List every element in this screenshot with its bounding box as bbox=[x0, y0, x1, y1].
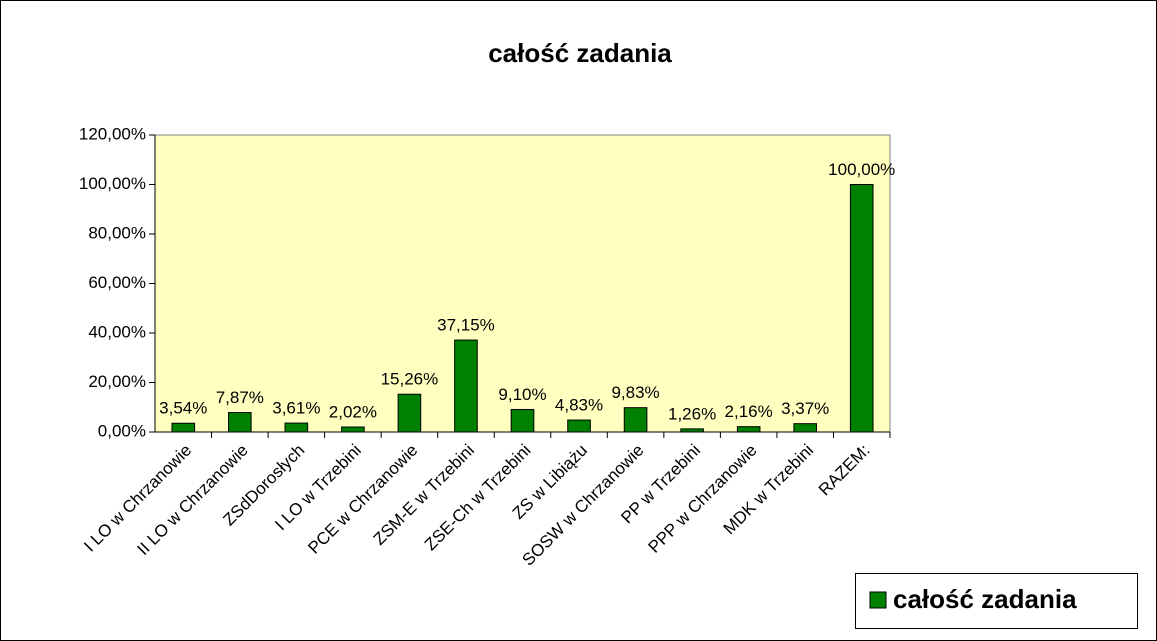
bar bbox=[849, 184, 874, 433]
data-label: 3,61% bbox=[272, 399, 320, 418]
y-tick-label: 60,00% bbox=[88, 273, 146, 292]
plot-area bbox=[154, 134, 891, 433]
data-label: 9,83% bbox=[611, 383, 659, 402]
y-tick-label: 0,00% bbox=[98, 421, 146, 440]
bar bbox=[793, 423, 818, 433]
legend-label: całość zadania bbox=[893, 584, 1077, 614]
bar bbox=[228, 412, 252, 433]
data-label: 7,87% bbox=[216, 388, 264, 407]
bar bbox=[567, 419, 591, 433]
data-label: 15,26% bbox=[381, 370, 439, 389]
data-label: 3,37% bbox=[781, 399, 829, 418]
y-tick-label: 80,00% bbox=[88, 223, 146, 242]
data-label: 37,15% bbox=[437, 316, 495, 335]
bar bbox=[510, 408, 535, 433]
bar bbox=[284, 422, 309, 433]
data-label: 2,16% bbox=[725, 402, 773, 421]
bar bbox=[397, 393, 422, 433]
legend-swatch bbox=[869, 591, 887, 609]
bar bbox=[736, 426, 761, 433]
data-label: 100,00% bbox=[828, 160, 895, 179]
data-label: 2,02% bbox=[329, 402, 377, 421]
data-label: 9,10% bbox=[498, 385, 546, 404]
bar bbox=[623, 407, 648, 433]
bar bbox=[171, 422, 196, 433]
y-tick-label: 40,00% bbox=[88, 322, 146, 341]
bar bbox=[341, 426, 365, 433]
legend bbox=[855, 573, 1138, 629]
chart-title: całość zadania bbox=[488, 38, 672, 68]
bar bbox=[454, 339, 478, 433]
y-tick-label: 120,00% bbox=[79, 124, 146, 143]
y-tick-label: 100,00% bbox=[79, 174, 146, 193]
data-label: 4,83% bbox=[555, 396, 603, 415]
data-label: 3,54% bbox=[159, 399, 207, 418]
y-tick-label: 20,00% bbox=[88, 372, 146, 391]
data-label: 1,26% bbox=[668, 404, 716, 423]
